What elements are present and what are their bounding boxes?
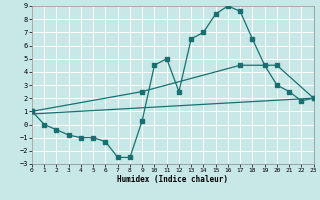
X-axis label: Humidex (Indice chaleur): Humidex (Indice chaleur) <box>117 175 228 184</box>
